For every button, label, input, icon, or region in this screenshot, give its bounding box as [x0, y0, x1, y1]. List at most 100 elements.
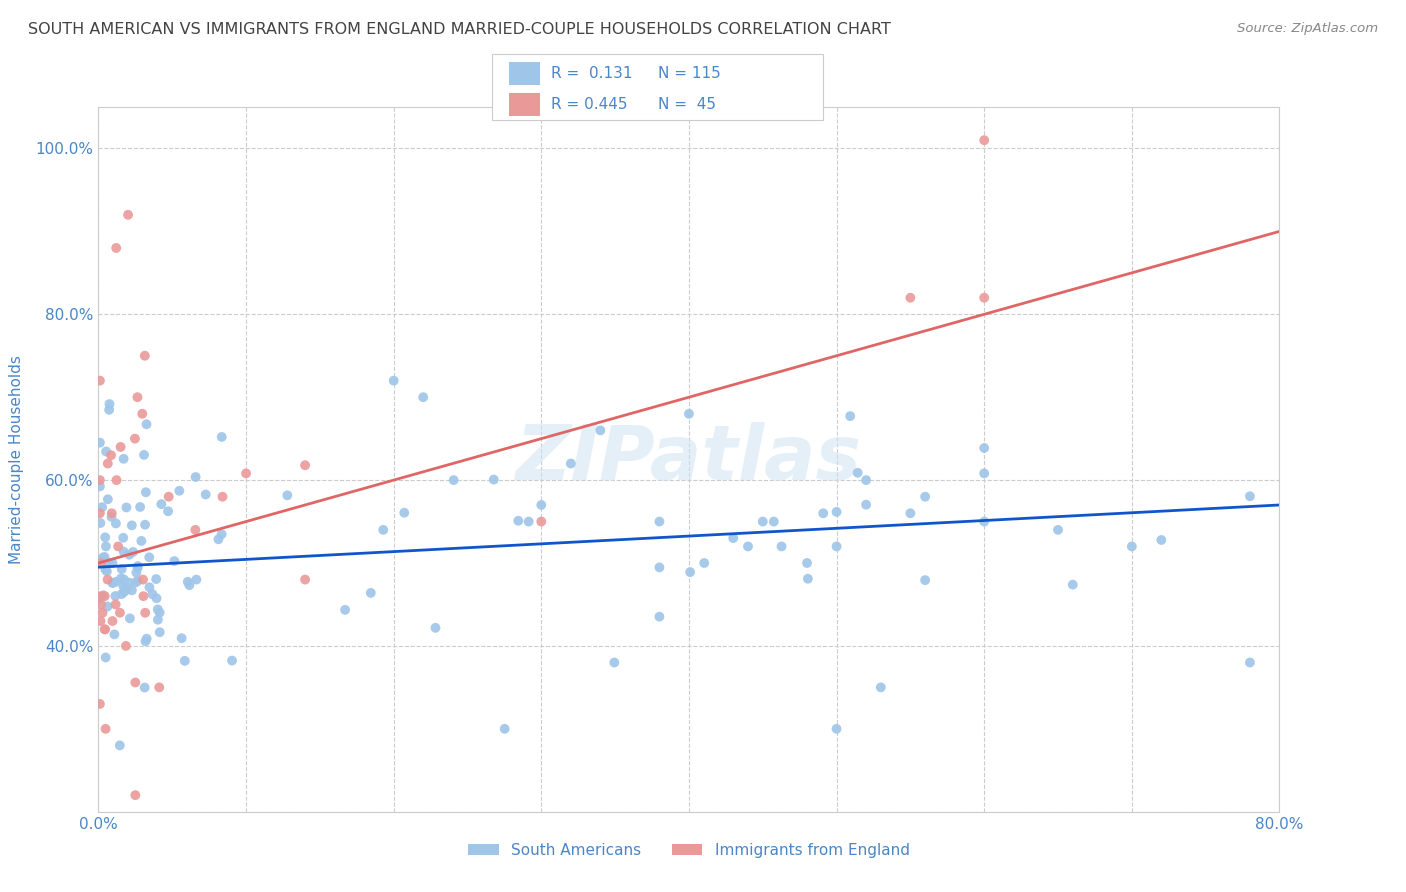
Point: [131, 407, 153, 421]
Text: R =  0.131: R = 0.131: [551, 66, 633, 80]
Point: [124, 432, 146, 446]
Point: [110, 440, 132, 454]
Point: [138, 580, 160, 594]
Point: [89, 591, 111, 606]
Point: [89, 697, 111, 711]
Point: [157, 504, 180, 518]
Point: [105, 473, 128, 487]
Point: [134, 517, 156, 532]
Point: [108, 606, 131, 620]
Point: [89, 506, 111, 520]
Point: [900, 291, 922, 305]
Point: [508, 514, 530, 528]
Point: [104, 598, 127, 612]
Point: [603, 656, 626, 670]
Point: [104, 589, 127, 603]
Point: [169, 483, 191, 498]
Point: [118, 611, 141, 625]
Point: [134, 634, 156, 648]
Point: [89, 435, 111, 450]
Text: SOUTH AMERICAN VS IMMIGRANTS FROM ENGLAND MARRIED-COUPLE HOUSEHOLDS CORRELATION : SOUTH AMERICAN VS IMMIGRANTS FROM ENGLAN…: [28, 22, 891, 37]
Point: [333, 603, 356, 617]
Point: [1046, 523, 1070, 537]
Point: [118, 548, 141, 562]
Point: [112, 451, 135, 466]
Point: [115, 639, 138, 653]
Point: [94, 650, 117, 665]
Point: [179, 578, 201, 592]
Point: [127, 560, 149, 574]
Point: [813, 506, 835, 520]
Point: [111, 587, 134, 601]
Point: [94, 562, 117, 576]
Point: [101, 556, 124, 570]
Point: [163, 554, 186, 568]
Point: [127, 574, 149, 588]
Point: [112, 573, 135, 587]
Point: [90, 614, 112, 628]
Point: [530, 515, 553, 529]
Point: [648, 560, 671, 574]
Point: [146, 613, 169, 627]
Point: [517, 515, 540, 529]
Point: [112, 584, 135, 599]
Point: [855, 473, 877, 487]
Point: [145, 572, 167, 586]
Point: [235, 467, 257, 481]
Point: [973, 515, 995, 529]
Text: N =  45: N = 45: [658, 97, 716, 112]
Point: [131, 533, 153, 548]
Point: [96, 599, 118, 614]
Point: [89, 516, 111, 530]
Point: [121, 583, 143, 598]
Point: [124, 675, 146, 690]
Point: [412, 390, 434, 404]
Text: ZIPatlas: ZIPatlas: [516, 423, 862, 496]
Point: [973, 441, 995, 455]
Point: [104, 516, 127, 531]
Point: [194, 487, 217, 501]
Point: [855, 498, 877, 512]
Point: [121, 518, 143, 533]
Point: [900, 506, 922, 520]
Point: [221, 654, 243, 668]
Point: [105, 241, 128, 255]
Point: [839, 409, 862, 424]
Point: [394, 506, 416, 520]
Point: [93, 589, 115, 603]
Point: [482, 473, 505, 487]
Point: [1062, 577, 1084, 591]
Point: [443, 473, 465, 487]
Point: [100, 448, 122, 462]
Point: [846, 466, 869, 480]
Point: [693, 556, 716, 570]
Point: [177, 574, 200, 589]
Point: [135, 417, 157, 432]
Point: [1239, 656, 1261, 670]
Point: [90, 598, 112, 612]
Point: [560, 457, 582, 471]
Point: [90, 589, 112, 603]
Point: [184, 470, 207, 484]
Point: [770, 540, 793, 554]
Point: [94, 623, 117, 637]
Point: [122, 545, 145, 559]
Point: [1239, 489, 1261, 503]
Point: [94, 530, 117, 544]
Point: [98, 402, 121, 417]
Text: Source: ZipAtlas.com: Source: ZipAtlas.com: [1237, 22, 1378, 36]
Point: [973, 133, 995, 147]
Point: [94, 722, 117, 736]
Point: [115, 582, 138, 597]
Point: [112, 579, 135, 593]
Point: [89, 479, 111, 493]
Point: [91, 550, 114, 565]
Point: [373, 523, 395, 537]
Point: [360, 586, 382, 600]
Point: [134, 606, 156, 620]
Point: [98, 397, 121, 411]
Point: [132, 573, 155, 587]
Point: [134, 681, 156, 695]
Point: [112, 544, 135, 558]
Point: [382, 374, 405, 388]
